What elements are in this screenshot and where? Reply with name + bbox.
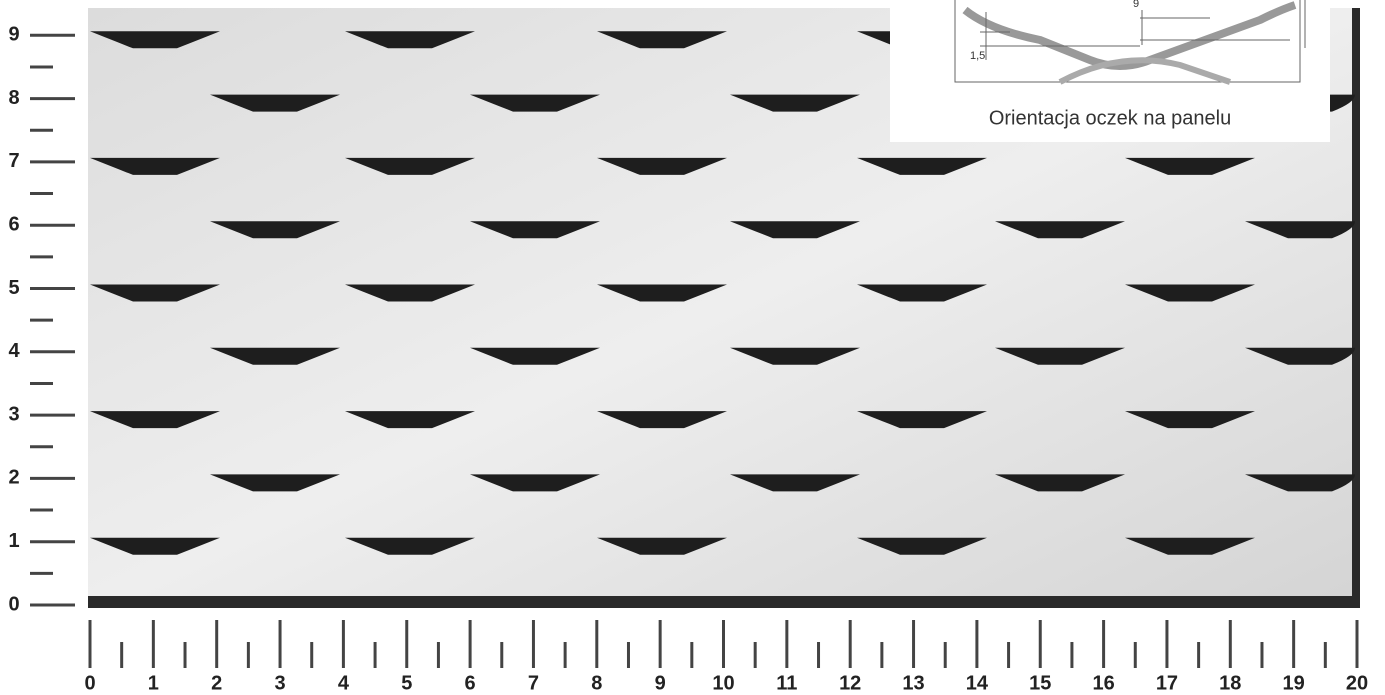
ruler-label: 9 <box>655 672 666 694</box>
ruler-label: 19 <box>1283 672 1305 694</box>
mesh-hole <box>597 31 727 49</box>
ruler-label: 2 <box>8 467 19 489</box>
mesh-hole <box>1125 411 1255 429</box>
mesh-hole <box>995 474 1125 492</box>
mesh-hole <box>597 537 727 555</box>
mesh-hole <box>1125 157 1255 175</box>
ruler-label: 10 <box>712 672 734 694</box>
ruler-label: 7 <box>528 672 539 694</box>
ruler-label: 8 <box>8 87 19 109</box>
mesh-hole <box>730 221 860 239</box>
mesh-hole <box>90 284 220 302</box>
mesh-hole <box>345 31 475 49</box>
ruler-label: 1 <box>148 672 159 694</box>
mesh-hole <box>730 94 860 112</box>
ruler-label: 9 <box>8 24 19 46</box>
mesh-hole <box>730 347 860 365</box>
ruler-label: 5 <box>8 277 19 299</box>
mesh-hole <box>90 537 220 555</box>
mesh-hole <box>345 284 475 302</box>
ruler-label: 2 <box>211 672 222 694</box>
inset-caption: Orientacja oczek na panelu <box>989 107 1231 129</box>
mesh-hole <box>1125 284 1255 302</box>
ruler-label: 13 <box>902 672 924 694</box>
ruler-label: 12 <box>839 672 861 694</box>
mesh-hole <box>345 411 475 429</box>
mesh-hole <box>1125 537 1255 555</box>
mesh-hole <box>1245 474 1355 492</box>
mesh-hole <box>345 537 475 555</box>
mesh-hole <box>210 221 340 239</box>
mesh-hole <box>470 94 600 112</box>
mesh-hole <box>995 347 1125 365</box>
ruler-label: 15 <box>1029 672 1051 694</box>
mesh-hole <box>995 221 1125 239</box>
mesh-hole <box>1245 221 1355 239</box>
ruler-label: 18 <box>1219 672 1241 694</box>
mesh-hole <box>470 347 600 365</box>
mesh-hole <box>210 474 340 492</box>
ruler-label: 0 <box>84 672 95 694</box>
mesh-hole <box>857 284 987 302</box>
ruler-label: 3 <box>274 672 285 694</box>
ruler-label: 1 <box>8 530 19 552</box>
ruler-label: 3 <box>8 403 19 425</box>
mesh-hole <box>345 157 475 175</box>
mesh-hole <box>730 474 860 492</box>
ruler-label: 8 <box>591 672 602 694</box>
ruler-label: 6 <box>8 213 19 235</box>
ruler-label: 11 <box>776 672 797 694</box>
mesh-hole <box>470 474 600 492</box>
sheet-edge <box>88 596 1360 608</box>
sheet-edge <box>1352 8 1360 608</box>
ruler-label: 14 <box>966 672 989 694</box>
mesh-hole <box>597 411 727 429</box>
mesh-hole <box>210 94 340 112</box>
ruler-label: 5 <box>401 672 412 694</box>
ruler-label: 0 <box>8 593 19 615</box>
mesh-hole <box>857 537 987 555</box>
mesh-hole <box>597 284 727 302</box>
ruler-label: 20 <box>1346 672 1368 694</box>
ruler-label: 6 <box>465 672 476 694</box>
mesh-hole <box>90 31 220 49</box>
mesh-hole <box>470 221 600 239</box>
inset-dimension: 9 <box>1133 0 1139 10</box>
mesh-hole <box>857 411 987 429</box>
ruler-label: 4 <box>338 672 350 694</box>
mesh-hole <box>90 157 220 175</box>
ruler-label: 7 <box>8 150 19 172</box>
mesh-hole <box>597 157 727 175</box>
mesh-hole <box>1245 347 1355 365</box>
inset: 9 1,5 Orientacja oczek na panelu <box>890 0 1330 142</box>
ruler-label: 4 <box>8 340 20 362</box>
inset-dimension: 1,5 <box>970 50 985 62</box>
ruler-label: 16 <box>1092 672 1114 694</box>
inset-drawing <box>954 0 1306 85</box>
mesh-hole <box>210 347 340 365</box>
mesh-hole <box>90 411 220 429</box>
mesh-hole <box>857 157 987 175</box>
ruler-label: 17 <box>1156 672 1178 694</box>
